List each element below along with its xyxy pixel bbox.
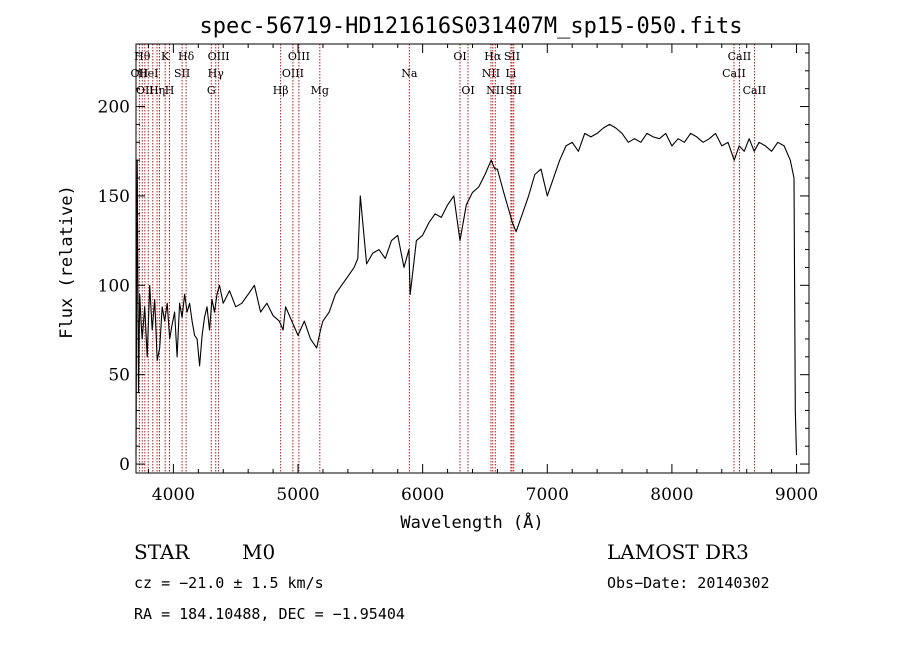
marker-label-21: NII [482, 67, 500, 80]
marker-label-3: HeI [138, 67, 158, 80]
y-axis-ticks: 0 50 100 150 200 [98, 52, 809, 475]
object-class: STAR [134, 540, 190, 564]
marker-label-5: Hη [149, 84, 165, 97]
spectrum-line [135, 123, 798, 456]
marker-label-2: OII [136, 84, 154, 97]
marker-label-27: CaII [722, 67, 746, 80]
marker-label-16: OIII [288, 50, 310, 63]
marker-label-19: OI [453, 50, 466, 63]
redshift-velocity: cz = −21.0 ± 1.5 km/s [134, 574, 324, 592]
marker-label-29: CaII [743, 84, 767, 97]
spectrum-series [135, 123, 798, 456]
marker-label-8: H [165, 84, 175, 97]
chart-title: spec-56719-HD121616S031407M_sp15-050.fit… [199, 14, 742, 39]
marker-label-20: OI [461, 84, 474, 97]
marker-label-25: SII [504, 50, 520, 63]
y-axis-label: Flux (relative) [57, 185, 77, 339]
y-tick-label-3: 150 [98, 187, 130, 207]
marker-label-23: NII [486, 84, 504, 97]
x-tick-label-4: 8000 [650, 485, 693, 505]
marker-label-13: OIII [208, 50, 230, 63]
marker-label-24: Li [505, 67, 516, 80]
marker-label-12: Hγ [208, 67, 225, 80]
plot-frame [135, 43, 810, 474]
x-tick-label-3: 7000 [526, 485, 569, 505]
marker-label-9: SII [174, 67, 190, 80]
marker-label-26: SII [506, 84, 522, 97]
y-tick-label-0: 0 [119, 455, 130, 475]
y-tick-label-1: 50 [108, 366, 130, 386]
object-subclass: M0 [242, 540, 276, 564]
marker-label-28: CaII [728, 50, 752, 63]
y-tick-label-2: 100 [98, 276, 130, 296]
marker-label-17: Mg [311, 84, 329, 97]
coordinates: RA = 184.10488, DEC = −1.95404 [134, 605, 405, 623]
x-tick-label-5: 9000 [775, 485, 818, 505]
marker-label-10: Hδ [178, 50, 195, 63]
marker-label-11: G [207, 84, 216, 97]
x-tick-label-1: 5000 [276, 485, 319, 505]
observation-date: Obs−Date: 20140302 [607, 574, 770, 592]
marker-label-14: Hβ [273, 84, 289, 97]
marker-label-22: Hα [484, 50, 502, 63]
marker-label-15: OIII [282, 67, 304, 80]
marker-label-7: K [161, 50, 170, 63]
survey-name: LAMOST DR3 [607, 540, 749, 564]
marker-label-18: Na [401, 67, 418, 80]
marker-label-0: OII [131, 67, 149, 80]
x-axis-ticks: 4000 5000 6000 7000 8000 9000 [147, 44, 818, 505]
x-tick-label-0: 4000 [152, 485, 195, 505]
x-axis-label: Wavelength (Å) [400, 511, 543, 533]
y-tick-label-4: 200 [98, 98, 130, 118]
x-tick-label-2: 6000 [401, 485, 444, 505]
spectral-line-markers: OIIHθOIIHeIHηKHSIIHδGHγOIIIHβOIIIOIIIMgN… [131, 44, 767, 473]
